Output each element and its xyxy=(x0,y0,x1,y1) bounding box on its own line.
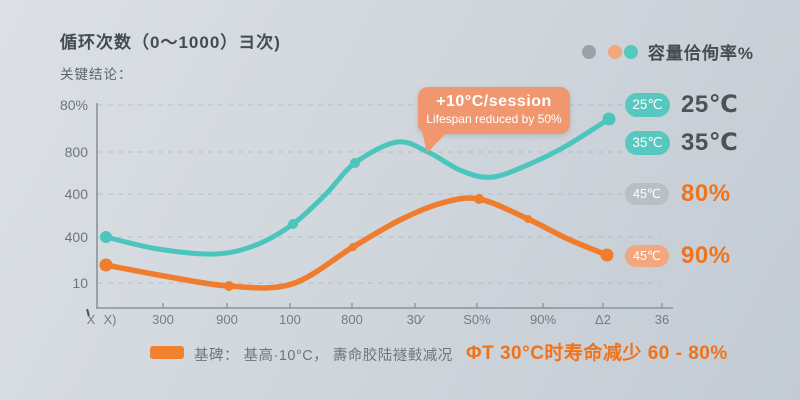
x-tick-label: 30⁄ xyxy=(406,312,424,327)
y-tick-label: 400 xyxy=(64,229,88,245)
x-tick-label: 90% xyxy=(529,312,557,327)
conclusion-label: 关键结论： xyxy=(60,67,133,82)
x-tick-label: 100 xyxy=(279,312,301,327)
y-tick-label: 80% xyxy=(59,97,88,113)
temp-badge-45c-gray: 45℃ xyxy=(625,183,669,205)
x-tick-label: 900 xyxy=(216,312,238,327)
x-tick-label: Δ2 xyxy=(595,312,611,327)
capacity-legend: 容量佮侚率% xyxy=(581,39,754,64)
x-tick-label: X) xyxy=(103,312,117,327)
percent-value-90: 90% xyxy=(681,242,731,269)
x-tick-label: X xyxy=(86,312,96,327)
callout-title: +10°C/session xyxy=(436,93,552,110)
footer-legend-text: 基碑： 基高·10°C， 夀命胶陆禭㩾减况 xyxy=(194,348,453,364)
y-tick-label: 800 xyxy=(64,144,88,160)
callout-subtitle: Lifespan reduced by 50% xyxy=(426,112,562,126)
legend-dot-gray-icon xyxy=(581,44,596,59)
legend-label: 容量佮侚率% xyxy=(647,44,754,63)
temp-badge-45c-orange: 45℃ xyxy=(625,245,669,267)
percent-value-80: 80% xyxy=(681,180,731,207)
callout-tail-icon xyxy=(422,131,448,153)
annotation-callout: +10°C/session Lifespan reduced by 50% xyxy=(418,87,570,153)
series-swatch xyxy=(150,346,184,359)
x-tick-label: 800 xyxy=(341,312,363,327)
temp-badge-25c: 25℃ xyxy=(625,93,670,117)
temp-badge-35c: 35℃ xyxy=(625,131,670,155)
x-tick-label: 300 xyxy=(152,312,174,327)
legend-dot-teal-icon xyxy=(623,44,638,59)
x-tick-label: S0% xyxy=(463,312,491,327)
temp-value-25c: 25℃ xyxy=(681,91,739,118)
y-tick-label: 10 xyxy=(72,275,88,291)
footer-conclusion: ΦT 30°C时寿命减少 60 - 80% xyxy=(466,343,728,364)
page-title: 偱环次数（0～1000）ヨ次) xyxy=(60,33,281,52)
legend-dot-orange-icon xyxy=(607,44,622,59)
x-tick-label: 36 xyxy=(654,312,670,327)
y-tick-label: 400 xyxy=(64,186,88,202)
temp-value-35c: 35℃ xyxy=(681,129,739,156)
